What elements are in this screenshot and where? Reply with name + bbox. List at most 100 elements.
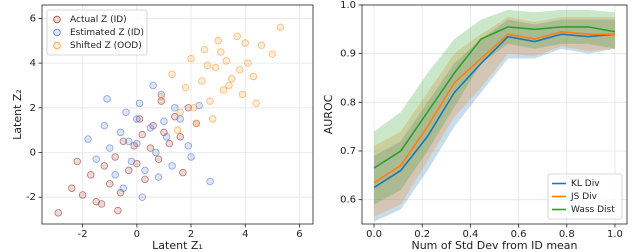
legend: Actual Z (ID) Estimated Z (ID) Shifted Z (… — [46, 9, 148, 56]
scatter-point — [179, 168, 187, 177]
scatter-point — [252, 99, 260, 108]
scatter-point — [141, 175, 149, 184]
legend-marker — [53, 41, 61, 50]
legend-label: KL Div — [571, 179, 600, 189]
x-tick-label: 0.6 — [511, 229, 527, 240]
scatter-point — [92, 155, 100, 163]
scatter-point — [238, 90, 247, 99]
scatter-point — [133, 139, 141, 148]
y-tick-label: 0.6 — [340, 195, 356, 206]
scatter-point — [268, 50, 277, 58]
scatter-point — [176, 115, 184, 123]
legend-marker — [53, 15, 61, 24]
scatter-point — [84, 135, 92, 143]
y-tick-label: 4 — [30, 58, 36, 69]
scatter-point — [162, 133, 171, 141]
scatter-point — [211, 63, 220, 72]
axes-frame — [41, 4, 314, 225]
x-tick-label: 0.8 — [559, 229, 575, 240]
scatter-point — [241, 39, 249, 47]
scatter-point — [125, 137, 133, 146]
legend-label: Wass Dist — [571, 205, 615, 215]
scatter-point — [184, 104, 193, 112]
y-tick-label: -2 — [26, 192, 36, 203]
scatter-point — [219, 86, 228, 94]
scatter-point — [165, 139, 174, 148]
scatter-point — [138, 130, 146, 139]
line — [373, 30, 615, 184]
scatter-point — [106, 144, 114, 152]
x-tick-label: 1.0 — [607, 229, 623, 240]
scatter-point — [154, 173, 163, 181]
legend-box — [547, 173, 623, 220]
legend-label: Actual Z (ID) — [70, 15, 127, 25]
x-axis-label: Num of Std Dev from ID mean — [411, 239, 577, 252]
scatter-point — [127, 157, 136, 166]
scatter-point — [209, 115, 217, 123]
y-tick-label: 0.7 — [340, 146, 356, 157]
scatter-point — [276, 23, 285, 32]
x-tick-label: -2 — [78, 229, 88, 240]
scatter-point — [198, 77, 206, 85]
legend-label: JS Div — [570, 192, 598, 202]
scatter-point — [184, 142, 193, 150]
y-tick-label: 6 — [30, 13, 36, 24]
scatter-point — [78, 191, 87, 199]
scatter-point — [236, 66, 244, 74]
scatter-point — [157, 92, 165, 101]
axes-frame — [361, 4, 628, 225]
scatter-point — [106, 180, 114, 188]
scatter-point — [176, 133, 184, 141]
y-axis-label: AUROC — [322, 94, 335, 134]
scatter-point — [125, 166, 133, 175]
scatter-point — [54, 209, 62, 217]
legend-label: Estimated Z (ID) — [70, 28, 144, 38]
x-tick-label: 0.2 — [414, 229, 430, 240]
scatter-point — [119, 137, 127, 146]
scatter-point — [225, 81, 233, 90]
scatter-point — [135, 99, 144, 108]
scatter-point — [200, 45, 209, 54]
scatter-point — [206, 97, 214, 105]
scatter-point — [206, 177, 214, 186]
scatter-point — [135, 115, 144, 123]
scatter-point — [116, 128, 125, 137]
scatter-point — [154, 155, 163, 163]
scatter-point — [138, 193, 146, 201]
scatter-point — [244, 59, 252, 67]
x-tick-label: 0.4 — [462, 229, 478, 240]
y-tick-label: 0.8 — [340, 97, 356, 108]
scatter-point — [187, 54, 195, 63]
scatter-point — [217, 48, 225, 56]
scatter-point — [203, 61, 212, 70]
scatter-point — [111, 153, 119, 161]
y-tick-label: 0 — [30, 147, 36, 158]
scatter-point — [133, 115, 141, 123]
scatter-point — [146, 144, 155, 152]
x-axis-label: Latent Z₁ — [152, 239, 203, 252]
scatter-point — [73, 157, 81, 166]
scatter-point — [100, 121, 109, 130]
scatter-point — [97, 200, 106, 208]
scatter-point — [173, 126, 182, 134]
scatter-point — [146, 124, 155, 132]
legend: KL Div JS Div Wass Dist — [547, 173, 623, 220]
scatter-point — [192, 119, 201, 128]
scatter-point — [233, 32, 241, 40]
legend-box — [46, 9, 148, 56]
scatter-point — [103, 95, 111, 103]
scatter-point — [100, 162, 109, 170]
y-tick-label: 2 — [30, 103, 36, 114]
scatter-point — [122, 108, 130, 116]
x-tick-label: 2 — [188, 229, 194, 240]
scatter-point — [152, 148, 160, 157]
scatter-point — [141, 166, 149, 175]
scatter-point — [68, 184, 76, 192]
scatter-point — [168, 162, 176, 170]
scatter-point — [249, 72, 258, 81]
scatter-point — [160, 117, 168, 125]
scatter-point — [227, 75, 236, 83]
scatter-point — [214, 37, 222, 45]
x-tick-label: 4 — [242, 229, 248, 240]
legend-marker — [53, 28, 61, 37]
